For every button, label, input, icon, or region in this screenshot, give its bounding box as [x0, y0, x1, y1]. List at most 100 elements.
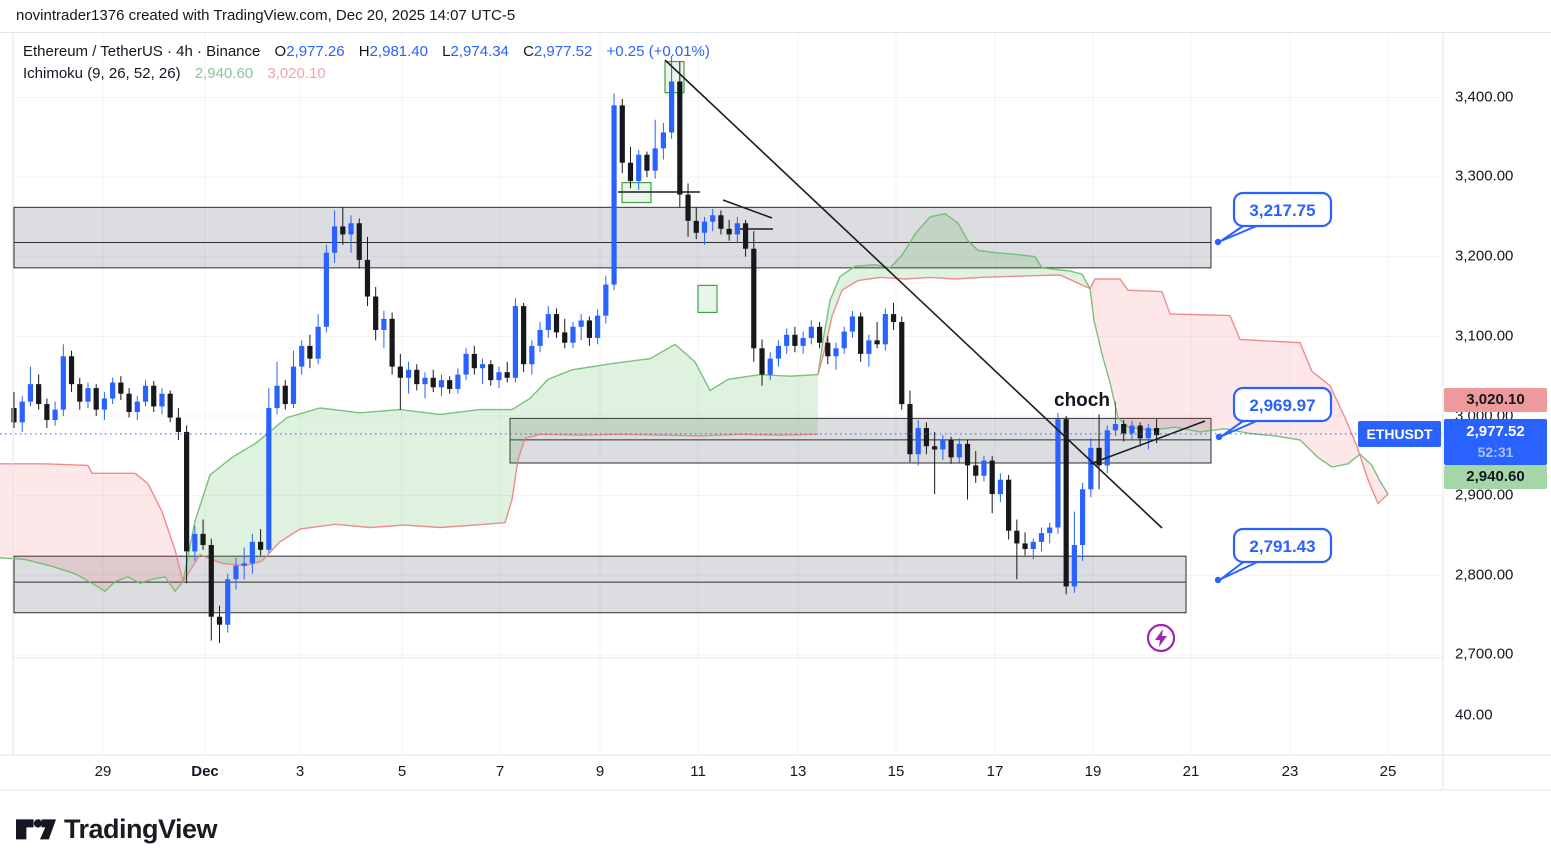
candle-down	[356, 223, 362, 260]
candle-down	[816, 326, 823, 343]
price-scale-label: 3,400.00	[1455, 88, 1514, 106]
candle-down	[932, 446, 938, 450]
trendline[interactable]	[722, 199, 773, 219]
candle-down	[1022, 543, 1028, 550]
candle-down	[890, 314, 897, 323]
price-scale-label: 2,800.00	[1455, 566, 1514, 584]
time-axis-label: 21	[1182, 763, 1200, 780]
callout-anchor-dot	[1214, 238, 1222, 246]
price-callout-text: 3,217.75	[1249, 201, 1315, 220]
indicator-name[interactable]: Ichimoku (9, 26, 52, 26)	[23, 65, 181, 82]
candle-down	[414, 369, 420, 385]
ichimoku-cloud-layer	[0, 212, 1389, 593]
candle-down	[258, 541, 264, 550]
candle-down	[1153, 427, 1160, 436]
low-value: 2,974.34	[450, 43, 509, 60]
candle-up	[241, 563, 247, 566]
candle-up	[808, 326, 814, 338]
candle-up	[775, 345, 782, 359]
candle-up	[438, 380, 445, 388]
candle-down	[989, 460, 995, 495]
candle-up	[479, 364, 486, 369]
legend-symbol-row[interactable]: Ethereum / TetherUS · 4h · Binance O2,97…	[23, 42, 710, 62]
candle-up	[110, 382, 116, 399]
candle-up	[767, 358, 773, 375]
candle-up	[290, 366, 297, 405]
candle-up	[800, 337, 806, 346]
price-callout-text: 2,791.43	[1249, 537, 1315, 556]
candle-up	[1129, 425, 1135, 434]
trendline[interactable]	[1089, 420, 1206, 465]
candle-up	[529, 345, 535, 365]
open-value: 2,977.26	[286, 43, 345, 60]
bar-countdown: 52:31	[1477, 444, 1514, 460]
lightning-marker[interactable]	[1146, 623, 1176, 653]
candle-up	[225, 579, 231, 625]
choch-annotation[interactable]: choch	[1054, 390, 1110, 411]
candle-up	[1145, 427, 1151, 439]
price-callout[interactable]	[1232, 386, 1333, 423]
callout-anchor-dot	[1214, 576, 1222, 584]
tradingview-brand-text: TradingView	[64, 813, 218, 844]
candle-up	[422, 377, 428, 385]
price-callout[interactable]	[1232, 191, 1333, 228]
candle-down	[825, 342, 831, 357]
symbol-title[interactable]: Ethereum / TetherUS · 4h · Binance	[23, 43, 261, 60]
candle-up	[545, 314, 551, 330]
senkou-span-green-line	[0, 557, 184, 593]
candle-down	[364, 259, 371, 297]
symbol-price-tag[interactable]: ETHUSDT	[1358, 421, 1441, 447]
time-axis-label: 19	[1084, 763, 1102, 780]
candle-down	[77, 384, 83, 402]
candle-down	[1096, 447, 1102, 466]
candle-down	[126, 393, 132, 413]
price-scale-label: 2,700.00	[1455, 645, 1514, 663]
trendline[interactable]	[664, 59, 1163, 529]
callout-anchor-dot	[1215, 433, 1223, 441]
candle-down	[1006, 479, 1012, 531]
candle-down	[397, 366, 403, 378]
candle-up	[652, 148, 658, 171]
candle-up	[27, 384, 34, 402]
candle-up	[570, 326, 576, 343]
candle-up	[496, 372, 502, 381]
candle-down	[553, 314, 560, 333]
candle-up	[1071, 545, 1077, 587]
candle-down	[619, 105, 625, 163]
candle-down	[11, 408, 17, 423]
candle-up	[660, 132, 666, 149]
candle-down	[118, 382, 124, 394]
legend-indicator-row[interactable]: Ichimoku (9, 26, 52, 26) 2,940.60 3,020.…	[23, 64, 710, 84]
candle-up	[512, 306, 519, 378]
close-label: C	[523, 43, 534, 60]
candle-down	[627, 162, 634, 182]
candle-up	[19, 401, 25, 423]
price-callout[interactable]	[1232, 527, 1333, 564]
candle-up	[1047, 527, 1053, 534]
time-axis-label: 13	[789, 763, 807, 780]
candle-up	[578, 320, 584, 327]
candle-up	[233, 565, 239, 580]
candle-down	[36, 384, 42, 405]
sr-zone[interactable]	[509, 417, 1212, 464]
candle-up	[455, 374, 461, 389]
candle-down	[907, 404, 913, 455]
change-value: +0.25 (+0.01%)	[606, 43, 710, 60]
candle-down	[1137, 425, 1143, 439]
candle-down	[858, 316, 864, 354]
tradingview-logo-icon	[16, 819, 56, 840]
time-axis-label: 29	[94, 763, 112, 780]
candle-up	[611, 105, 617, 285]
candle-up	[849, 316, 856, 332]
order-block-box[interactable]	[697, 284, 718, 314]
callout-layer: 3,217.75 2,969.97 2,791.43	[1214, 191, 1333, 584]
candle-up	[323, 252, 329, 327]
candle-up	[299, 345, 305, 367]
candle-up	[997, 479, 1003, 495]
candle-down	[973, 465, 979, 476]
candle-down	[562, 332, 568, 343]
time-axis-label: 7	[495, 763, 505, 780]
candle-up	[192, 533, 198, 552]
candle-down	[742, 223, 749, 249]
